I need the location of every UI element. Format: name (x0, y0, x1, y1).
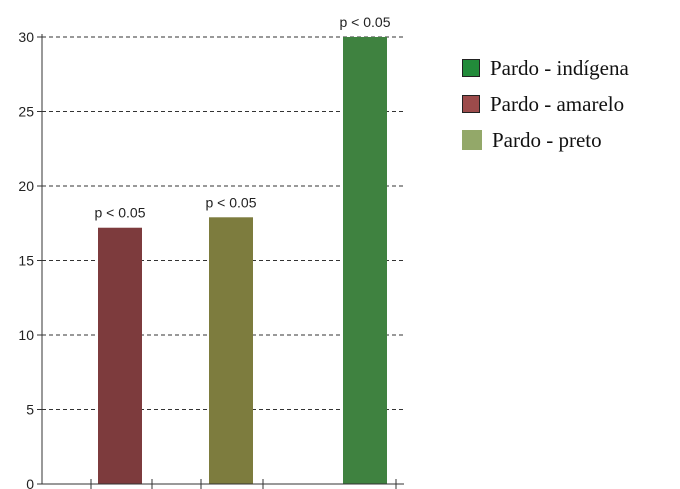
y-tick-label: 10 (18, 327, 34, 343)
y-tick-label: 0 (26, 476, 34, 489)
bars (98, 37, 387, 485)
legend-swatch-icon (462, 95, 480, 113)
legend-item-preto: Pardo - preto (462, 128, 629, 152)
bar-data-label: p < 0.05 (340, 14, 391, 30)
legend-item-indigena: Pardo - indígena (462, 56, 629, 80)
data-labels: p < 0.05 p < 0.05 p < 0.05 (95, 14, 391, 221)
bar-pardo-preto (209, 217, 253, 485)
legend-label: Pardo - preto (492, 127, 602, 152)
axes: 0 5 10 15 20 25 30 (18, 29, 404, 489)
legend: Pardo - indígena Pardo - amarelo Pardo -… (462, 56, 629, 164)
y-tick-label: 20 (18, 178, 34, 194)
legend-label: Pardo - indígena (490, 55, 629, 80)
legend-swatch-icon (462, 130, 482, 150)
y-tick-label: 30 (18, 29, 34, 45)
y-tick-label: 25 (18, 104, 34, 120)
bar-pardo-ind-gena (343, 37, 387, 484)
legend-swatch-icon (462, 59, 480, 77)
y-tick-label: 15 (18, 253, 34, 269)
y-tick-label: 5 (26, 402, 34, 418)
bar-data-label: p < 0.05 (206, 194, 257, 210)
bar-pardo-amarelo (98, 227, 142, 484)
legend-item-amarelo: Pardo - amarelo (462, 92, 629, 116)
bar-data-label: p < 0.05 (95, 205, 146, 221)
legend-label: Pardo - amarelo (490, 91, 625, 116)
